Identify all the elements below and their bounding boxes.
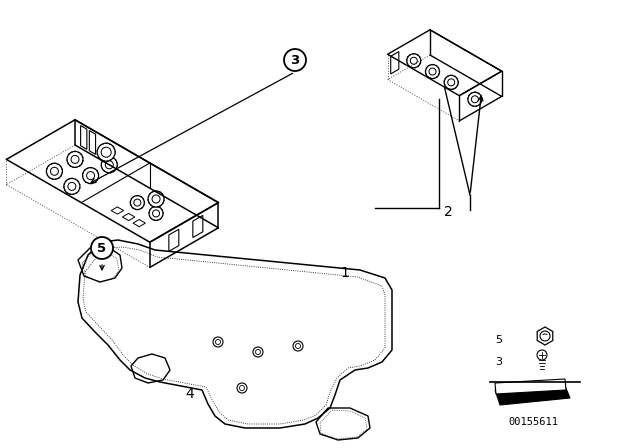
- Circle shape: [67, 151, 83, 168]
- Circle shape: [540, 331, 550, 341]
- Circle shape: [149, 207, 163, 220]
- Circle shape: [64, 178, 80, 194]
- Text: 4: 4: [186, 387, 195, 401]
- Circle shape: [537, 350, 547, 360]
- Circle shape: [426, 65, 440, 78]
- Text: 2: 2: [444, 205, 452, 219]
- Circle shape: [83, 168, 99, 184]
- Circle shape: [101, 157, 117, 173]
- Text: 1: 1: [340, 266, 349, 280]
- Text: 5: 5: [495, 335, 502, 345]
- Circle shape: [131, 196, 145, 210]
- Polygon shape: [537, 327, 553, 345]
- Text: 3: 3: [291, 53, 300, 66]
- Circle shape: [407, 54, 420, 68]
- Circle shape: [444, 75, 458, 89]
- Circle shape: [97, 143, 115, 161]
- Circle shape: [148, 191, 164, 207]
- Polygon shape: [495, 379, 566, 394]
- Text: 00155611: 00155611: [508, 417, 558, 427]
- Circle shape: [284, 49, 306, 71]
- Text: 3: 3: [495, 357, 502, 367]
- Circle shape: [468, 92, 482, 106]
- Circle shape: [47, 163, 63, 179]
- Text: 5: 5: [97, 241, 107, 254]
- Circle shape: [91, 237, 113, 259]
- Polygon shape: [495, 386, 570, 405]
